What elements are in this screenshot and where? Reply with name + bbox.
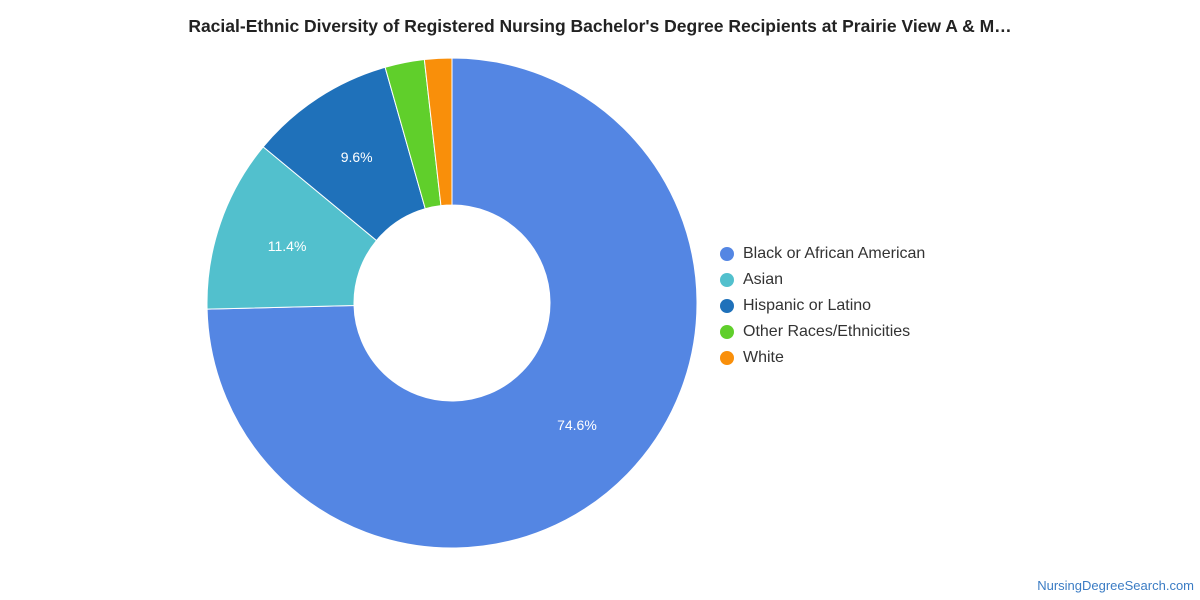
legend-item-black-or-african-american[interactable]: Black or African American: [720, 241, 925, 267]
data-label-black-or-african-american: 74.6%: [557, 417, 597, 433]
legend-swatch: [720, 325, 734, 339]
source-link[interactable]: NursingDegreeSearch.com: [1037, 578, 1194, 593]
slice-asian[interactable]: [206, 146, 378, 310]
legend-item-white[interactable]: White: [720, 345, 925, 371]
data-label-hispanic-or-latino: 9.6%: [341, 149, 373, 165]
legend-item-other-races-ethnicities[interactable]: Other Races/Ethnicities: [720, 319, 925, 345]
legend-label: Other Races/Ethnicities: [743, 323, 911, 340]
legend-swatch: [720, 351, 734, 365]
legend-label: Black or African American: [743, 245, 926, 262]
legend-label: White: [743, 349, 784, 366]
chart-title: Racial-Ethnic Diversity of Registered Nu…: [188, 16, 1012, 36]
slice-white[interactable]: [423, 57, 453, 207]
legend-label: Hispanic or Latino: [743, 297, 872, 314]
legend-label: Asian: [743, 271, 784, 288]
data-label-asian: 11.4%: [268, 238, 307, 254]
legend-item-hispanic-or-latino[interactable]: Hispanic or Latino: [720, 293, 925, 319]
legend-swatch: [720, 273, 734, 287]
slice-black-or-african-american[interactable]: [206, 57, 698, 549]
chart-legend: Black or African American Asian Hispanic o…: [720, 241, 925, 371]
legend-swatch: [720, 247, 734, 261]
legend-item-asian[interactable]: Asian: [720, 267, 925, 293]
legend-swatch: [720, 299, 734, 313]
